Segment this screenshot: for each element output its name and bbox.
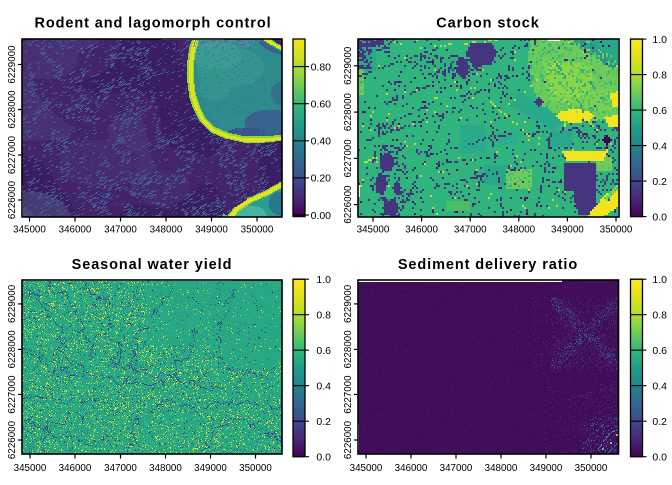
svg-text:348000: 348000 [149, 463, 182, 474]
svg-text:0.40: 0.40 [311, 136, 332, 148]
svg-text:349000: 349000 [530, 463, 563, 474]
svg-text:0.0: 0.0 [316, 452, 331, 464]
svg-text:347000: 347000 [104, 463, 137, 474]
svg-text:0.8: 0.8 [652, 310, 667, 322]
svg-text:348000: 348000 [150, 225, 183, 236]
svg-text:0.6: 0.6 [652, 345, 667, 357]
svg-text:0.4: 0.4 [652, 140, 667, 152]
svg-text:1.0: 1.0 [652, 34, 667, 46]
svg-text:349000: 349000 [194, 463, 227, 474]
svg-text:0.8: 0.8 [316, 310, 331, 322]
svg-text:348000: 348000 [485, 463, 518, 474]
svg-text:350000: 350000 [239, 463, 272, 474]
svg-text:0.0: 0.0 [652, 211, 667, 223]
svg-text:6228000: 6228000 [7, 90, 18, 129]
svg-text:0.20: 0.20 [311, 173, 332, 185]
svg-text:345000: 345000 [14, 463, 47, 474]
svg-text:Rodent and lagomorph control: Rodent and lagomorph control [34, 16, 271, 32]
svg-text:6227000: 6227000 [343, 375, 354, 414]
svg-text:347000: 347000 [104, 225, 137, 236]
svg-text:0.6: 0.6 [316, 345, 331, 357]
svg-text:1.0: 1.0 [652, 274, 667, 286]
svg-text:350000: 350000 [241, 225, 274, 236]
svg-text:6227000: 6227000 [7, 135, 18, 174]
svg-text:0.60: 0.60 [311, 99, 332, 111]
svg-text:0.80: 0.80 [311, 61, 332, 73]
svg-text:0.0: 0.0 [652, 452, 667, 464]
svg-text:347000: 347000 [440, 463, 473, 474]
svg-text:350000: 350000 [600, 225, 633, 236]
svg-text:0.00: 0.00 [311, 210, 332, 222]
svg-text:345000: 345000 [357, 225, 390, 236]
svg-text:348000: 348000 [502, 225, 535, 236]
svg-text:Sediment delivery ratio: Sediment delivery ratio [398, 257, 578, 273]
svg-text:349000: 349000 [195, 225, 228, 236]
svg-text:1.0: 1.0 [316, 274, 331, 286]
svg-text:345000: 345000 [350, 463, 383, 474]
svg-text:Carbon stock: Carbon stock [436, 16, 539, 32]
svg-text:0.2: 0.2 [652, 176, 667, 188]
svg-text:0.2: 0.2 [652, 416, 667, 428]
svg-text:0.4: 0.4 [316, 381, 331, 393]
svg-text:6229000: 6229000 [343, 284, 354, 323]
svg-text:6227000: 6227000 [7, 375, 18, 414]
svg-text:6228000: 6228000 [343, 330, 354, 369]
svg-text:6227000: 6227000 [343, 139, 354, 178]
svg-text:6226000: 6226000 [343, 185, 354, 224]
svg-text:6226000: 6226000 [7, 180, 18, 219]
svg-text:6229000: 6229000 [7, 45, 18, 84]
svg-text:346000: 346000 [405, 225, 438, 236]
svg-text:6226000: 6226000 [343, 420, 354, 459]
svg-text:346000: 346000 [59, 463, 92, 474]
svg-text:6229000: 6229000 [7, 284, 18, 323]
svg-text:346000: 346000 [395, 463, 428, 474]
svg-text:0.2: 0.2 [316, 416, 331, 428]
svg-text:6228000: 6228000 [343, 92, 354, 131]
svg-text:6226000: 6226000 [7, 420, 18, 459]
svg-text:6229000: 6229000 [343, 46, 354, 85]
svg-text:350000: 350000 [575, 463, 608, 474]
svg-text:0.4: 0.4 [652, 381, 667, 393]
svg-text:347000: 347000 [454, 225, 487, 236]
svg-text:345000: 345000 [13, 225, 46, 236]
svg-text:0.6: 0.6 [652, 105, 667, 117]
svg-text:349000: 349000 [551, 225, 584, 236]
svg-text:0.8: 0.8 [652, 69, 667, 81]
svg-text:Seasonal water yield: Seasonal water yield [72, 257, 233, 273]
svg-text:346000: 346000 [59, 225, 92, 236]
svg-text:6228000: 6228000 [7, 330, 18, 369]
